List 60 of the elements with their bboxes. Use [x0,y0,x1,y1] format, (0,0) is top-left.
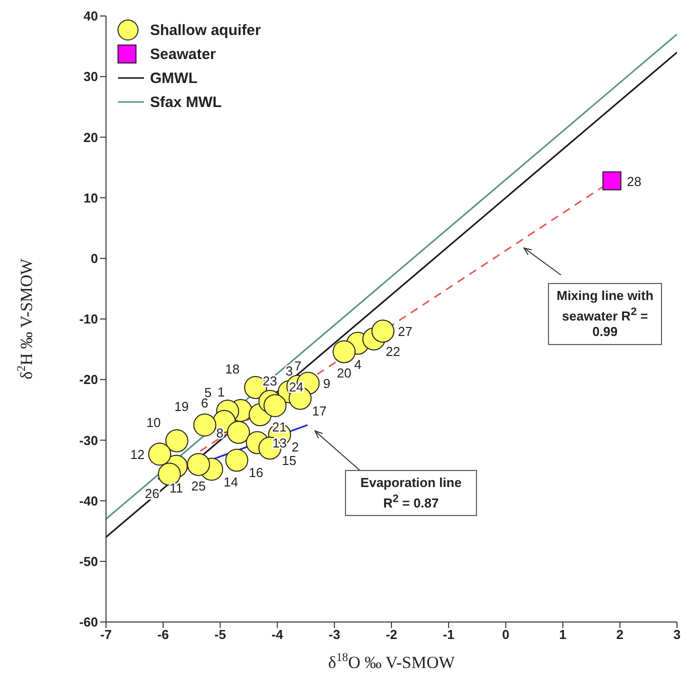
point [193,414,216,437]
annotation: 20 [336,366,352,381]
legend-label: Seawater [150,46,216,62]
y-tick-label: -50 [79,554,98,570]
point [371,320,394,343]
x-tick-label: -6 [157,627,169,642]
x-tick-label: 0 [502,627,510,642]
annotation: 15 [282,453,296,468]
point [332,340,356,364]
annotation: 25 [191,478,206,494]
annotation: 7 [294,358,302,374]
annotation: 27 [398,324,412,340]
annotation: 2 [292,440,299,455]
annotation: 10 [146,414,161,430]
x-tick-label: 1 [559,627,566,642]
annotation: Evaporation line R$^{2}$ = 0.87 [345,470,477,516]
x-tick-label: 2 [616,627,624,642]
annotation: 3 [286,364,293,379]
point [148,442,172,466]
annotation: 16 [248,465,264,480]
annotation: 21 [272,420,287,435]
annotation: 1 [218,384,225,400]
annotation: 22 [386,344,400,359]
y-tick-label: 0 [90,251,98,266]
annotation: 12 [130,447,145,462]
y-tick-label: -10 [79,312,98,327]
y-tick-label: 10 [84,190,98,206]
point [226,420,250,444]
annotation: 18 [225,361,240,376]
y-tick-label: -60 [79,614,98,630]
point [602,171,622,190]
point [187,452,210,476]
annotation: 28 [626,174,642,189]
y-tick-label: -20 [79,372,98,388]
point [225,448,248,472]
point [165,429,188,452]
legend-label: GMWL [150,70,198,86]
y-tick-label: -30 [79,432,98,448]
y-tick-label: 40 [84,8,98,24]
y-tick-label: -40 [79,493,98,508]
legend-label: Shallow aquifer [150,22,261,38]
x-tick-label: -5 [214,627,226,642]
x-tick-label: 3 [673,627,681,642]
point [264,394,287,418]
y-tick-label: 30 [84,69,98,84]
y-tick-label: 20 [84,130,98,145]
x-tick-label: -3 [328,627,340,642]
annotation: 17 [312,403,327,418]
x-tick-label: -7 [100,627,112,642]
annotation: 4 [354,357,362,372]
text: Mixing line with seawater R$^{2}$ = 0.99 [556,288,654,340]
annotation: 9 [323,376,330,392]
annotation: 19 [174,399,189,414]
x-tick-label: -4 [272,627,284,642]
annotation: 14 [224,474,238,490]
x-tick-label: -1 [442,627,454,642]
x-tick-label: -2 [386,627,398,642]
x-axis-title: δ$^{18}$O ‰ V-SMOW [328,650,456,672]
legend-label: Sfax MWL [150,94,222,110]
annotation: 11 [169,480,183,496]
